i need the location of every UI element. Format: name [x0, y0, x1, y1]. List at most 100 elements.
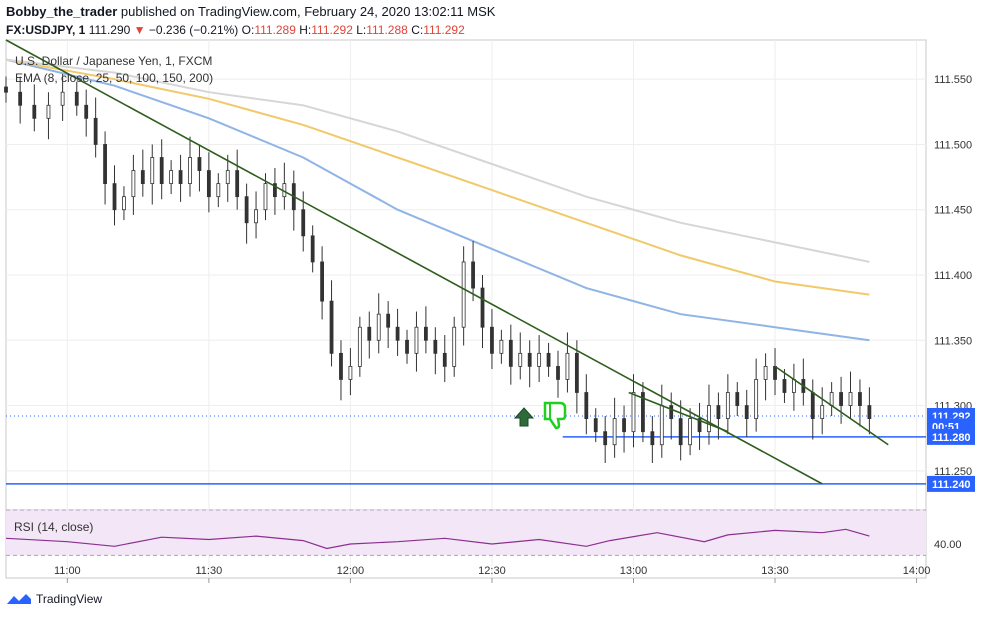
- candle-body: [574, 352, 579, 393]
- support-lines: [6, 415, 926, 485]
- candle-body: [659, 405, 664, 446]
- ema-line: [5, 58, 870, 263]
- trendline: [774, 365, 889, 446]
- candle-body: [339, 352, 343, 380]
- price-tag: [927, 475, 975, 492]
- candle-body: [518, 352, 523, 367]
- candle-body: [320, 261, 325, 302]
- ema-lines: [5, 58, 870, 342]
- last-price: 111.290: [88, 23, 131, 37]
- candle-body: [188, 157, 192, 185]
- candle-body: [386, 313, 391, 328]
- candle-body: [414, 326, 419, 354]
- candle-body: [263, 183, 268, 211]
- candle-body: [169, 170, 174, 185]
- candle-body: [622, 418, 626, 433]
- candle-body: [744, 405, 749, 420]
- candle-body: [329, 300, 334, 354]
- candle-body: [348, 365, 353, 380]
- candle-body: [791, 379, 796, 393]
- candle-body: [490, 326, 494, 354]
- down-arrow-icon: ▼: [133, 23, 146, 37]
- candle-body: [867, 405, 872, 420]
- candle-body: [60, 91, 65, 106]
- x-tick-label: 14:00: [903, 565, 931, 577]
- high-label: H:: [299, 23, 312, 37]
- tradingview-logo-icon: [7, 594, 31, 604]
- candle-body: [810, 392, 815, 420]
- trendline: [5, 39, 823, 485]
- candle-body: [84, 104, 89, 119]
- candle-body: [442, 352, 447, 367]
- x-tick-label: 11:30: [196, 565, 223, 577]
- open-label: O:: [241, 23, 255, 37]
- candle-body: [763, 365, 768, 380]
- candle-body: [839, 392, 843, 406]
- y-tick-label: 111.550: [934, 74, 972, 86]
- candle-body: [461, 261, 466, 328]
- candle-body: [603, 431, 608, 446]
- grid: [6, 40, 926, 578]
- candle-body: [697, 418, 702, 433]
- candle-body: [423, 326, 428, 341]
- candle-body: [140, 170, 145, 185]
- ema-line: [5, 58, 870, 342]
- candle-body: [206, 170, 211, 198]
- candle-body: [480, 287, 485, 328]
- close-value: 111.292: [423, 23, 465, 37]
- candle-body: [471, 261, 475, 289]
- candles: [4, 73, 872, 463]
- price-tag: [927, 428, 975, 445]
- candle-body: [829, 392, 834, 406]
- x-tick-label: 13:00: [620, 565, 648, 577]
- trendlines[interactable]: [5, 39, 889, 485]
- candle-body: [754, 379, 759, 420]
- y-tick-label: 111.350: [934, 335, 972, 347]
- y-tick-label: 111.500: [934, 139, 972, 151]
- low-value: 111.288: [366, 23, 408, 37]
- candle-body: [584, 392, 589, 420]
- ema-legend[interactable]: EMA (8, close, 25, 50, 100, 150, 200): [15, 71, 213, 85]
- candle-body: [546, 352, 551, 367]
- rsi-band: [6, 510, 926, 556]
- x-tick-label: 13:30: [761, 565, 789, 577]
- candle-body: [122, 196, 126, 211]
- tradingview-brand[interactable]: TradingView: [6, 592, 102, 606]
- candle-body: [18, 91, 23, 106]
- x-tick-label: 12:30: [478, 565, 506, 577]
- price-tag-label: 111.240: [932, 479, 971, 491]
- price-change: −0.236 (−0.21%): [148, 23, 239, 37]
- chart-title-legend: U.S. Dollar / Japanese Yen, 1, FXCM: [15, 54, 212, 68]
- candle-body: [669, 405, 674, 420]
- x-tick-label: 11:00: [54, 565, 81, 577]
- candle-body: [820, 405, 825, 420]
- candle-body: [376, 313, 381, 341]
- candle-body: [159, 157, 164, 185]
- rsi-pane: 40.00: [5, 509, 962, 556]
- author-name[interactable]: Bobby_the_trader: [6, 4, 118, 19]
- candle-body: [678, 418, 683, 446]
- candle-body: [32, 104, 37, 119]
- y-tick-label: 111.450: [934, 205, 972, 217]
- rsi-line: [5, 528, 870, 550]
- candle-body: [254, 209, 258, 224]
- candle-body: [773, 365, 777, 380]
- candle-body: [565, 352, 570, 380]
- symbol-label: FX:USDJPY, 1: [6, 23, 86, 37]
- candle-body: [725, 392, 730, 420]
- publish-info: published on TradingView.com, February 2…: [120, 4, 496, 19]
- candle-body: [612, 418, 617, 446]
- candle-body: [216, 183, 221, 198]
- candle-body: [641, 392, 645, 433]
- candle-body: [735, 392, 740, 406]
- candle-body: [244, 196, 249, 224]
- rsi-legend[interactable]: RSI (14, close): [14, 520, 93, 534]
- brand-name: TradingView: [36, 592, 103, 606]
- candle-body: [367, 326, 372, 341]
- candle-body: [452, 326, 457, 367]
- y-tick-label: 111.400: [934, 270, 972, 282]
- candle-body: [395, 326, 400, 341]
